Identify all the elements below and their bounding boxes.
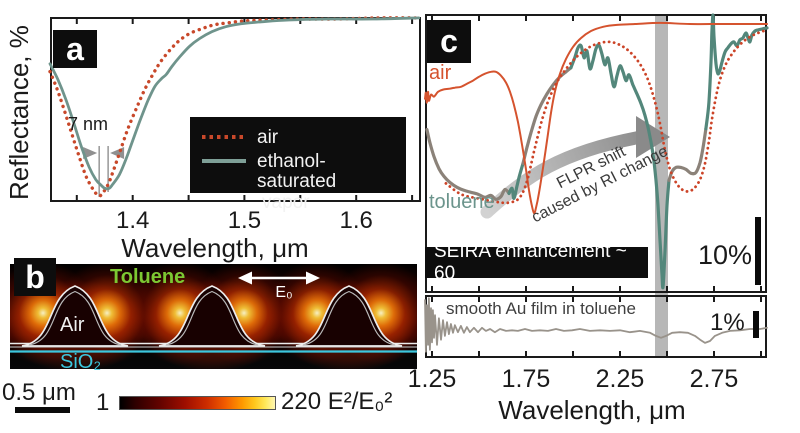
colorbar-gradient (119, 396, 276, 410)
legend-label-vapor-line1: ethanol-saturated (257, 150, 337, 193)
colorbar-max-label: 220 E²/E₀² (281, 388, 393, 415)
legend-label-air: air (257, 127, 279, 148)
tick-label-1.25: 1.25 (408, 365, 457, 393)
toluene-region-label: Toluene (110, 266, 186, 288)
legend-swatch-vapor-line (202, 158, 246, 163)
legend-label-vapor-line2: vapor (262, 191, 310, 213)
panel-c-letter-text: c (440, 23, 458, 59)
panel-b-letter-text: b (25, 258, 45, 295)
toluene-curve-label: toluene (429, 191, 495, 213)
sio2-region-label: SiO₂ (60, 351, 102, 373)
tick-label-1.4: 1.4 (116, 207, 149, 234)
scale-1pct-label: 1% (710, 309, 745, 336)
seira-enhancement-box: SEIRA enhancement ~ 60 (425, 241, 648, 284)
scalebar-label: 0.5 μm (2, 379, 76, 406)
scalebar-line (15, 407, 70, 413)
sub-panel-label: smooth Au film in toluene (446, 299, 636, 318)
panel-c-x-axis-label: Wavelength, μm (498, 395, 686, 425)
legend-swatch-air-dotted (202, 135, 246, 139)
panel-a-letter-text: a (66, 30, 84, 67)
panel-a-x-axis-label: Wavelength, μm (121, 233, 309, 263)
air-curve-label: air (429, 62, 452, 84)
scale-10pct-label: 10% (698, 240, 753, 270)
colorbar-min-label: 1 (96, 389, 110, 416)
panel-a-letter: a (53, 30, 97, 68)
legend-row-air: air (202, 127, 396, 149)
panel-c-letter: c (427, 20, 471, 63)
panel-a-legend: air ethanol-saturated vapor (190, 117, 406, 212)
tick-label-2.25: 2.25 (596, 365, 645, 393)
panel-a-y-axis-label: Reflectance, % (4, 25, 34, 200)
panel-b-letter: b (14, 258, 56, 296)
scale-1pct-bar (753, 311, 759, 338)
e0-field-label: E₀ (275, 284, 293, 301)
shift-annotation-label: 7 nm (68, 114, 109, 134)
scale-10pct-bar (755, 217, 761, 285)
tick-label-2.75: 2.75 (690, 365, 739, 393)
legend-label-vapor: ethanol-saturated vapor (257, 150, 396, 214)
seira-enhancement-text: SEIRA enhancement ~ 60 (434, 240, 627, 284)
air-region-label: Air (60, 314, 85, 336)
tick-label-1.75: 1.75 (502, 365, 551, 393)
legend-row-vapor: ethanol-saturated vapor (202, 150, 396, 214)
